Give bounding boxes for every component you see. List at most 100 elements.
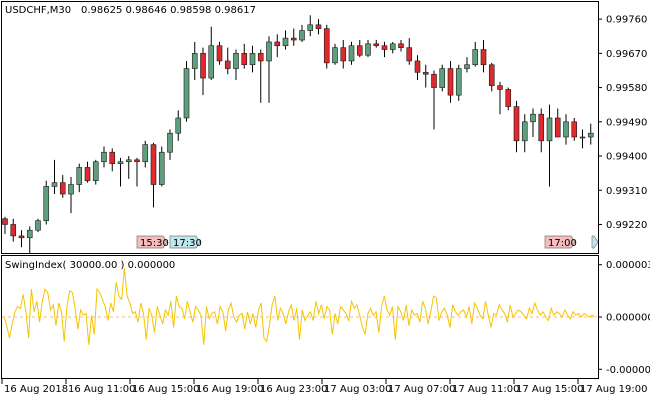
candle [563, 114, 569, 145]
candle [439, 64, 446, 92]
candle-body [183, 68, 190, 119]
candle [538, 108, 545, 153]
candle [587, 123, 594, 145]
candle [546, 104, 553, 187]
candle [398, 40, 404, 52]
candle [76, 163, 83, 193]
price-tick-label: 0.99400 [606, 152, 647, 163]
candle [257, 49, 264, 103]
candle [101, 146, 107, 168]
candle-body [422, 72, 429, 75]
candle-body [216, 45, 223, 62]
candle-body [439, 68, 446, 88]
candle [175, 110, 182, 141]
time-tick-label: 17 Aug 03:00 [324, 384, 391, 395]
candle-body [571, 121, 578, 138]
candle-body [505, 89, 512, 107]
candle [497, 81, 503, 115]
ohlc-values: 0.98625 0.98646 0.98598 0.98617 [81, 5, 256, 16]
candle [464, 57, 470, 73]
candle [233, 49, 239, 80]
candle [521, 114, 528, 153]
time-tick-label: 17 Aug 11:00 [452, 384, 519, 395]
indicator-tick-label: 0.000003 [606, 260, 650, 271]
candle-body [455, 68, 462, 96]
session-marker-shape [591, 235, 599, 249]
candle [373, 40, 380, 48]
price-tick-label: 0.99310 [606, 186, 647, 197]
symbol-timeframe-label: USDCHF,M30 [5, 5, 71, 16]
candle-body [464, 64, 470, 69]
candle [59, 175, 66, 198]
candle [513, 100, 520, 153]
candle [571, 117, 578, 141]
candle-body [554, 117, 561, 138]
candle-body [167, 132, 173, 153]
candle [117, 157, 124, 187]
time-tick-label: 17 Aug 19:00 [580, 384, 647, 395]
indicator-axis[interactable]: 0.000003 0.000000 -0.000003 [598, 260, 650, 376]
candle-body [340, 47, 347, 62]
candle-body [389, 43, 396, 50]
candle-body [513, 106, 520, 142]
candle-body [348, 45, 355, 62]
candle [35, 218, 41, 233]
candle-body [414, 60, 421, 73]
candle-body [587, 132, 594, 138]
candle [579, 129, 586, 149]
candle-body [18, 235, 25, 239]
candle-body [134, 159, 140, 163]
session-marker-shape [136, 235, 168, 249]
candle-body [175, 117, 182, 134]
candle [554, 108, 561, 138]
session-marker-shape [169, 235, 201, 249]
candle [150, 142, 157, 208]
candle-body [563, 121, 569, 138]
candle-body [373, 43, 380, 47]
candle-body [43, 186, 50, 221]
candle-body [26, 229, 33, 239]
candle-body [117, 161, 124, 164]
candle [455, 64, 462, 101]
indicator-layer [2, 268, 597, 345]
candle-body [323, 28, 330, 64]
candle-body [158, 151, 165, 185]
session-marker [591, 235, 599, 249]
candle [307, 15, 314, 37]
candle [43, 180, 50, 225]
candle [167, 129, 173, 160]
candle-body [497, 85, 503, 90]
time-tick-label: 16 Aug 23:00 [260, 384, 327, 395]
price-axis[interactable]: 0.99760 0.99670 0.99580 0.99490 0.99400 0.993… [598, 15, 647, 231]
candle [488, 62, 495, 92]
swing-index-line [3, 268, 596, 345]
candle [134, 157, 140, 187]
candle-body [249, 53, 256, 66]
candle-body [274, 41, 281, 47]
candle [365, 40, 371, 58]
candle [191, 41, 198, 80]
session-marker-shape [544, 235, 576, 249]
candle-body [150, 144, 157, 185]
candle [68, 176, 74, 214]
session-marker-label: 17:30 [173, 238, 202, 249]
candle [290, 28, 297, 46]
session-marker: 17:00 [544, 235, 577, 249]
candle-body [200, 53, 206, 79]
candle [389, 41, 396, 54]
candle-body [10, 224, 17, 237]
candle [216, 41, 223, 65]
candle [109, 148, 116, 172]
candle-body [191, 53, 198, 69]
session-marker: 17:30 [169, 235, 202, 249]
candle [274, 34, 281, 58]
candle-body [35, 220, 41, 231]
candle-body [282, 37, 289, 47]
candle [10, 218, 17, 242]
candle [142, 140, 149, 168]
candle [406, 38, 413, 65]
candle-body [332, 47, 338, 64]
